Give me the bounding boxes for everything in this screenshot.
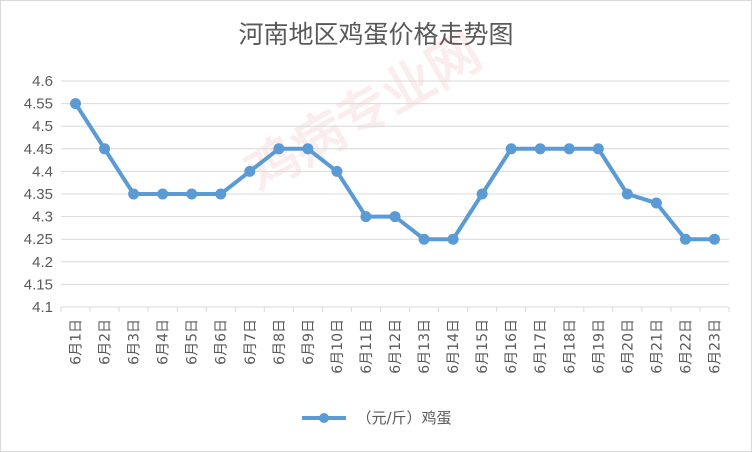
data-point bbox=[621, 188, 633, 200]
x-tick-label: 6月22日 bbox=[678, 319, 694, 374]
data-point bbox=[534, 143, 546, 155]
x-tick-label: 6月23日 bbox=[707, 319, 723, 374]
y-tick-label: 4.55 bbox=[24, 96, 53, 113]
data-point bbox=[99, 143, 111, 155]
x-tick-label: 6月18日 bbox=[562, 319, 578, 374]
data-point bbox=[215, 188, 227, 200]
data-point bbox=[650, 197, 662, 209]
x-tick-label: 6月21日 bbox=[649, 319, 665, 374]
y-tick-label: 4.3 bbox=[32, 209, 53, 226]
y-tick-label: 4.6 bbox=[32, 73, 53, 90]
data-point bbox=[418, 233, 430, 245]
y-tick-label: 4.2 bbox=[32, 254, 53, 271]
x-tick-label: 6月4日 bbox=[156, 319, 172, 365]
data-point bbox=[563, 143, 575, 155]
x-tick-label: 6月12日 bbox=[388, 319, 404, 374]
data-point bbox=[389, 211, 401, 223]
legend-label: （元/斤）鸡蛋 bbox=[356, 409, 452, 427]
x-tick-label: 6月13日 bbox=[417, 319, 433, 374]
y-tick-label: 4.25 bbox=[24, 231, 53, 248]
data-point bbox=[128, 188, 140, 200]
x-tick-label: 6月6日 bbox=[214, 319, 230, 365]
data-point bbox=[679, 233, 691, 245]
data-point bbox=[360, 211, 372, 223]
x-tick-label: 6月20日 bbox=[620, 319, 636, 374]
x-tick-label: 6月5日 bbox=[185, 319, 201, 365]
data-point bbox=[273, 143, 285, 155]
data-point bbox=[157, 188, 169, 200]
x-tick-label: 6月14日 bbox=[446, 319, 462, 374]
x-tick-label: 6月10日 bbox=[330, 319, 346, 374]
x-tick-label: 6月11日 bbox=[359, 319, 375, 374]
x-tick-label: 6月7日 bbox=[243, 319, 259, 365]
data-point bbox=[244, 165, 256, 177]
x-tick-label: 6月19日 bbox=[591, 319, 607, 374]
data-point bbox=[70, 98, 82, 110]
data-point bbox=[505, 143, 517, 155]
x-tick-label: 6月2日 bbox=[98, 319, 114, 365]
x-tick-label: 6月9日 bbox=[301, 319, 317, 365]
data-point bbox=[476, 188, 488, 200]
x-tick-label: 6月3日 bbox=[127, 319, 143, 365]
x-tick-label: 6月15日 bbox=[475, 319, 491, 374]
data-point bbox=[186, 188, 198, 200]
y-tick-label: 4.45 bbox=[24, 141, 53, 158]
data-point bbox=[331, 165, 343, 177]
data-point bbox=[708, 233, 720, 245]
y-tick-label: 4.35 bbox=[24, 186, 53, 203]
x-tick-label: 6月1日 bbox=[69, 319, 85, 365]
y-tick-label: 4.1 bbox=[32, 299, 53, 316]
legend: （元/斤）鸡蛋 bbox=[1, 407, 751, 428]
chart-title: 河南地区鸡蛋价格走势图 bbox=[238, 20, 514, 49]
x-tick-label: 6月16日 bbox=[504, 319, 520, 374]
data-point bbox=[447, 233, 459, 245]
y-tick-label: 4.4 bbox=[32, 163, 53, 180]
data-point bbox=[302, 143, 314, 155]
x-tick-label: 6月17日 bbox=[533, 319, 549, 374]
legend-marker bbox=[302, 412, 347, 423]
x-tick-label: 6月8日 bbox=[272, 319, 288, 365]
y-tick-label: 4.5 bbox=[32, 118, 53, 135]
y-tick-label: 4.15 bbox=[24, 276, 53, 293]
data-point bbox=[592, 143, 604, 155]
